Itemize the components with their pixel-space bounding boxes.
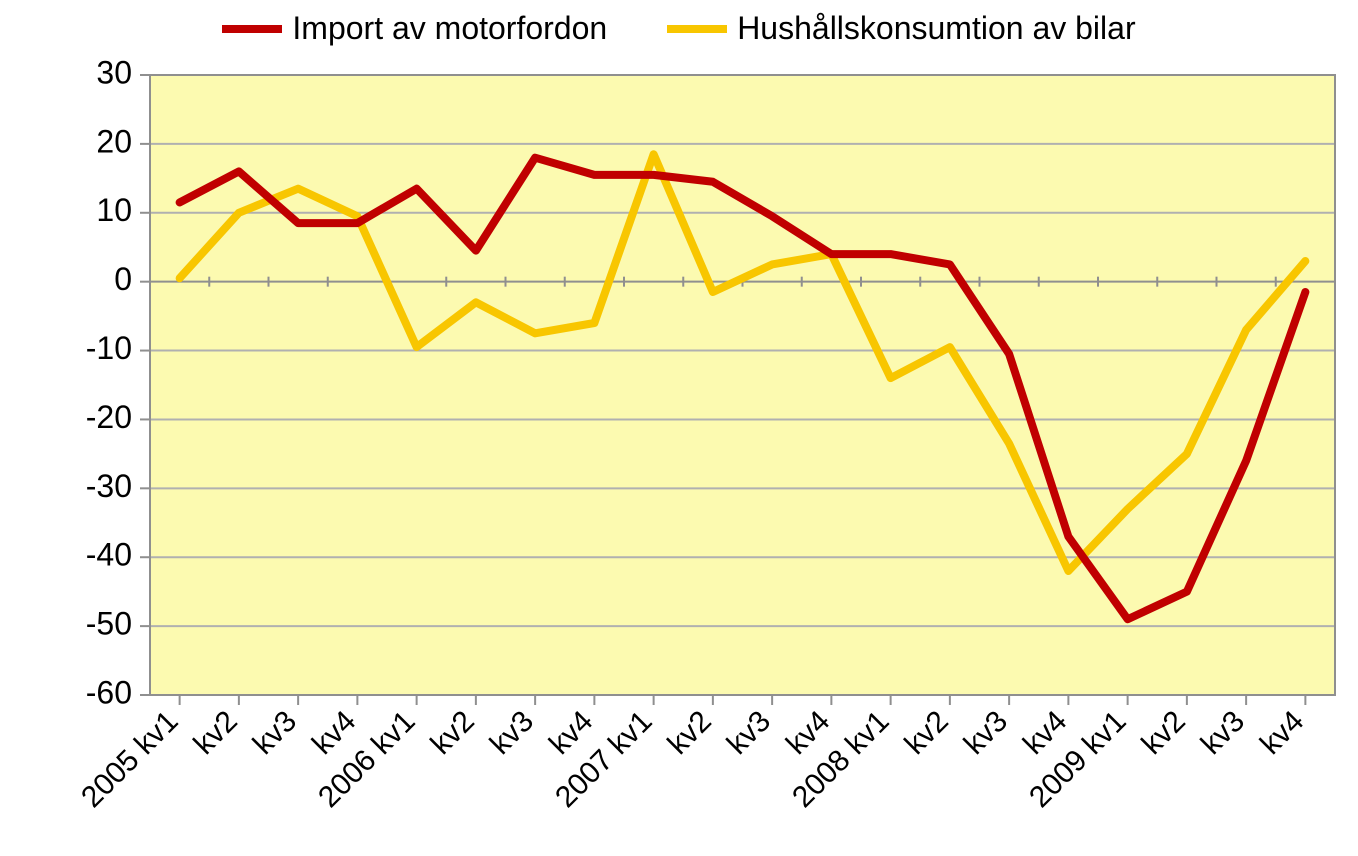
svg-text:kv4: kv4 <box>1254 705 1310 761</box>
legend-swatch-series-2 <box>667 25 727 33</box>
svg-text:kv3: kv3 <box>721 705 777 761</box>
svg-text:kv3: kv3 <box>958 705 1014 761</box>
svg-text:-30: -30 <box>86 468 132 504</box>
svg-text:0: 0 <box>114 261 132 297</box>
legend-swatch-series-1 <box>222 25 282 33</box>
svg-text:-60: -60 <box>86 674 132 710</box>
svg-text:kv3: kv3 <box>484 705 540 761</box>
svg-text:30: 30 <box>96 54 132 90</box>
legend-label-series-1: Import av motorfordon <box>292 10 607 47</box>
legend-label-series-2: Hushållskonsumtion av bilar <box>737 10 1135 47</box>
svg-text:kv2: kv2 <box>187 705 243 761</box>
svg-text:kv3: kv3 <box>247 705 303 761</box>
chart-svg: 3020100-10-20-30-40-50-602005 kv1kv2kv3k… <box>0 0 1358 856</box>
svg-text:-20: -20 <box>86 399 132 435</box>
svg-text:20: 20 <box>96 123 132 159</box>
svg-text:kv3: kv3 <box>1195 705 1251 761</box>
svg-text:10: 10 <box>96 192 132 228</box>
line-chart: Import av motorfordon Hushållskonsumtion… <box>0 0 1358 856</box>
legend: Import av motorfordon Hushållskonsumtion… <box>0 10 1358 47</box>
svg-text:-10: -10 <box>86 330 132 366</box>
svg-text:kv2: kv2 <box>898 705 954 761</box>
svg-text:kv2: kv2 <box>424 705 480 761</box>
svg-text:2005 kv1: 2005 kv1 <box>75 705 184 814</box>
svg-text:kv2: kv2 <box>661 705 717 761</box>
legend-item-series-1: Import av motorfordon <box>222 10 607 47</box>
svg-text:kv2: kv2 <box>1135 705 1191 761</box>
svg-text:-50: -50 <box>86 606 132 642</box>
svg-text:-40: -40 <box>86 537 132 573</box>
legend-item-series-2: Hushållskonsumtion av bilar <box>667 10 1135 47</box>
